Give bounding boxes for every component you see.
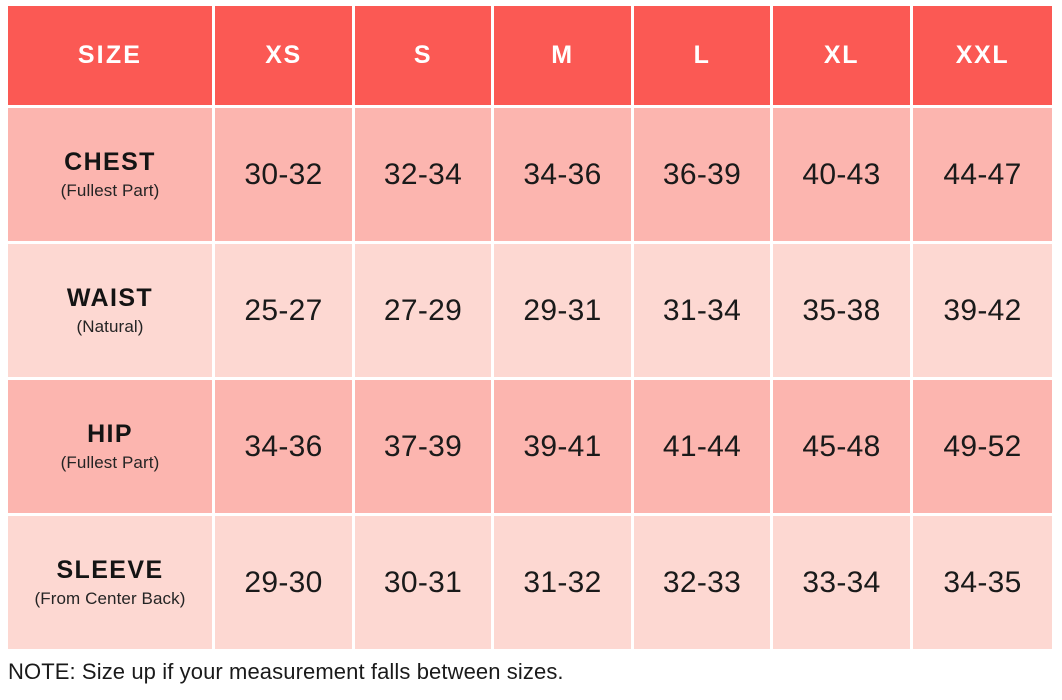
measure-sublabel: (Natural) <box>76 317 144 337</box>
cell-hip-l: 41-44 <box>634 380 773 516</box>
table-row: CHEST (Fullest Part) 30-32 32-34 34-36 3… <box>8 108 1052 244</box>
cell-chest-l: 36-39 <box>634 108 773 244</box>
cell-sleeve-s: 30-31 <box>355 516 494 649</box>
table-row: WAIST (Natural) 25-27 27-29 29-31 31-34 … <box>8 244 1052 380</box>
measure-sublabel: (Fullest Part) <box>60 453 160 473</box>
cell-sleeve-xl: 33-34 <box>773 516 913 649</box>
measure-sublabel: (From Center Back) <box>34 589 186 609</box>
cell-hip-s: 37-39 <box>355 380 494 516</box>
cell-chest-xxl: 44-47 <box>913 108 1052 244</box>
table-header: SIZE XS S M L XL XXL <box>8 6 1052 108</box>
header-cell-s: S <box>355 6 494 108</box>
cell-chest-s: 32-34 <box>355 108 494 244</box>
cell-hip-xxl: 49-52 <box>913 380 1052 516</box>
measure-name: CHEST <box>64 148 156 177</box>
row-label-hip: HIP (Fullest Part) <box>8 380 215 516</box>
size-chart-note: NOTE: Size up if your measurement falls … <box>8 659 564 684</box>
measure-sublabel: (Fullest Part) <box>60 181 160 201</box>
cell-waist-m: 29-31 <box>494 244 634 380</box>
cell-waist-xs: 25-27 <box>215 244 355 380</box>
header-cell-l: L <box>634 6 773 108</box>
table-row: HIP (Fullest Part) 34-36 37-39 39-41 41-… <box>8 380 1052 516</box>
header-cell-xs: XS <box>215 6 355 108</box>
measure-name: SLEEVE <box>56 556 164 585</box>
cell-waist-xl: 35-38 <box>773 244 913 380</box>
header-cell-xxl: XXL <box>913 6 1052 108</box>
cell-chest-xl: 40-43 <box>773 108 913 244</box>
cell-waist-s: 27-29 <box>355 244 494 380</box>
measure-name: HIP <box>87 420 133 449</box>
cell-sleeve-xxl: 34-35 <box>913 516 1052 649</box>
measure-name: WAIST <box>66 284 154 313</box>
cell-hip-xs: 34-36 <box>215 380 355 516</box>
cell-waist-l: 31-34 <box>634 244 773 380</box>
table-row: SLEEVE (From Center Back) 29-30 30-31 31… <box>8 516 1052 649</box>
size-chart-table: SIZE XS S M L XL XXL CHEST (Fullest Part… <box>8 6 1052 649</box>
header-cell-size: SIZE <box>8 6 215 108</box>
cell-hip-xl: 45-48 <box>773 380 913 516</box>
cell-chest-m: 34-36 <box>494 108 634 244</box>
cell-sleeve-xs: 29-30 <box>215 516 355 649</box>
header-cell-xl: XL <box>773 6 913 108</box>
cell-sleeve-m: 31-32 <box>494 516 634 649</box>
header-row: SIZE XS S M L XL XXL <box>8 6 1052 108</box>
row-label-chest: CHEST (Fullest Part) <box>8 108 215 244</box>
header-cell-m: M <box>494 6 634 108</box>
cell-sleeve-l: 32-33 <box>634 516 773 649</box>
cell-hip-m: 39-41 <box>494 380 634 516</box>
table-body: CHEST (Fullest Part) 30-32 32-34 34-36 3… <box>8 108 1052 649</box>
cell-chest-xs: 30-32 <box>215 108 355 244</box>
row-label-waist: WAIST (Natural) <box>8 244 215 380</box>
cell-waist-xxl: 39-42 <box>913 244 1052 380</box>
row-label-sleeve: SLEEVE (From Center Back) <box>8 516 215 649</box>
